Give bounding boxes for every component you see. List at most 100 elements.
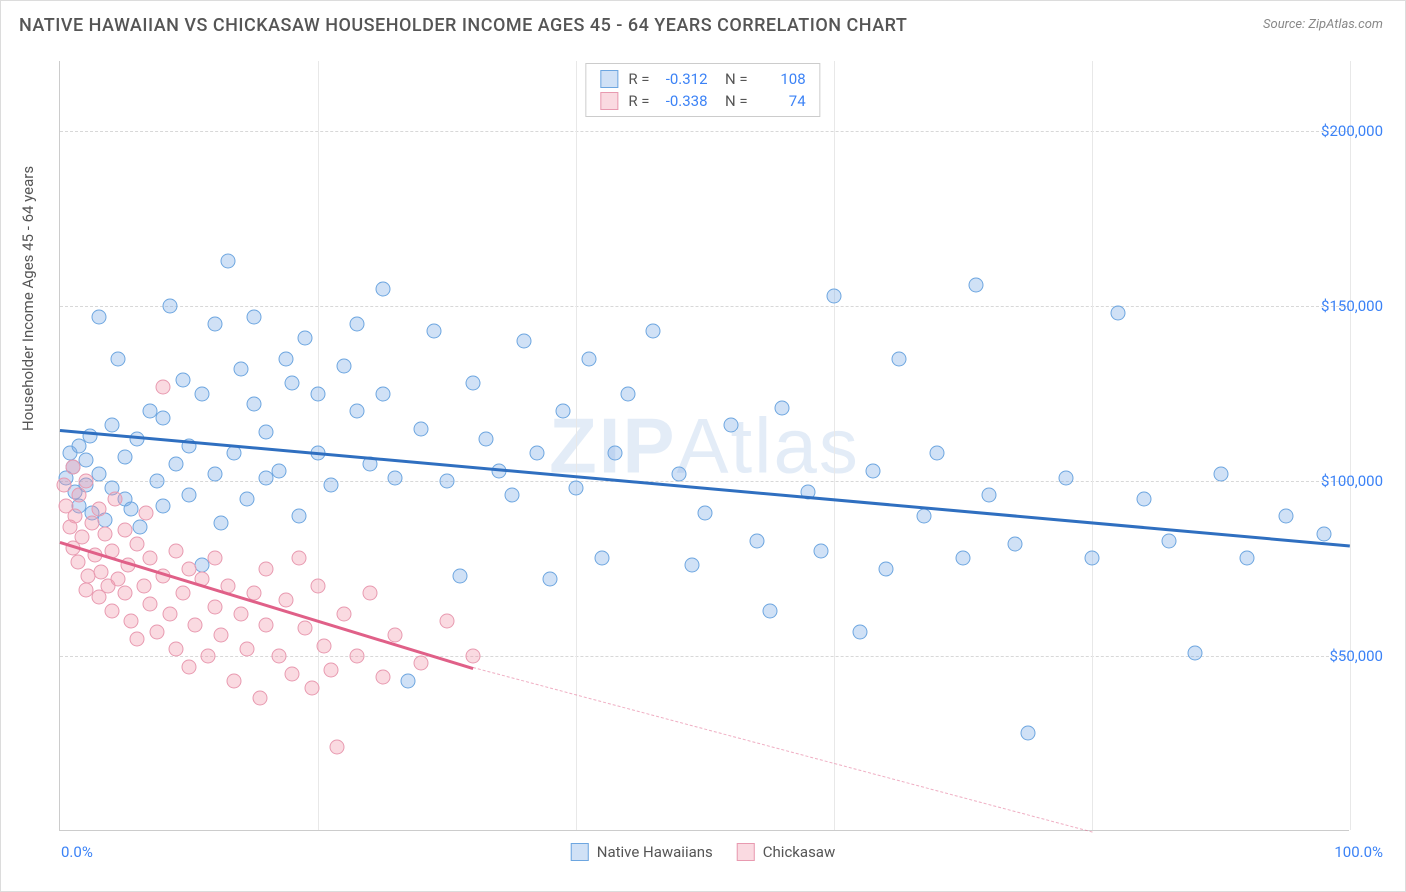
data-point xyxy=(323,663,338,678)
data-point xyxy=(349,404,364,419)
data-point xyxy=(865,463,880,478)
data-point xyxy=(1278,509,1293,524)
series-name: Chickasaw xyxy=(763,843,835,861)
data-point xyxy=(827,288,842,303)
data-point xyxy=(556,404,571,419)
data-point xyxy=(917,509,932,524)
data-point xyxy=(375,386,390,401)
data-point xyxy=(162,607,177,622)
n-value: 108 xyxy=(758,70,806,88)
data-point xyxy=(607,446,622,461)
r-value: -0.312 xyxy=(660,70,708,88)
data-point xyxy=(581,351,596,366)
data-point xyxy=(246,309,261,324)
data-point xyxy=(188,617,203,632)
swatch-icon xyxy=(571,843,589,861)
data-point xyxy=(259,617,274,632)
data-point xyxy=(1162,533,1177,548)
data-point xyxy=(65,460,80,475)
trend-line xyxy=(60,541,474,669)
data-point xyxy=(317,638,332,653)
gridline xyxy=(576,61,577,830)
data-point xyxy=(91,502,106,517)
data-point xyxy=(891,351,906,366)
data-point xyxy=(672,467,687,482)
data-point xyxy=(214,628,229,643)
data-point xyxy=(414,656,429,671)
n-value: 74 xyxy=(758,92,806,110)
gridline xyxy=(60,306,1349,307)
data-point xyxy=(74,530,89,545)
gridline xyxy=(1092,61,1093,830)
data-point xyxy=(233,607,248,622)
data-point xyxy=(227,673,242,688)
y-axis-label: Householder Income Ages 45 - 64 years xyxy=(19,166,37,431)
data-point xyxy=(646,323,661,338)
data-point xyxy=(775,400,790,415)
data-point xyxy=(388,470,403,485)
data-point xyxy=(56,477,71,492)
data-point xyxy=(207,600,222,615)
data-point xyxy=(685,558,700,573)
data-point xyxy=(440,474,455,489)
data-point xyxy=(272,649,287,664)
data-point xyxy=(336,607,351,622)
data-point xyxy=(132,519,147,534)
data-point xyxy=(311,579,326,594)
data-point xyxy=(517,334,532,349)
data-point xyxy=(1188,645,1203,660)
legend-item: Native Hawaiians xyxy=(571,843,713,861)
gridline xyxy=(60,481,1349,482)
data-point xyxy=(98,526,113,541)
data-point xyxy=(336,358,351,373)
data-point xyxy=(72,488,87,503)
data-point xyxy=(207,467,222,482)
data-point xyxy=(78,453,93,468)
swatch-icon xyxy=(600,92,618,110)
data-point xyxy=(68,509,83,524)
data-point xyxy=(620,386,635,401)
data-point xyxy=(878,561,893,576)
data-point xyxy=(311,386,326,401)
data-point xyxy=(530,446,545,461)
data-point xyxy=(139,505,154,520)
data-point xyxy=(452,568,467,583)
data-point xyxy=(388,628,403,643)
data-point xyxy=(698,505,713,520)
data-point xyxy=(182,488,197,503)
chart-title: NATIVE HAWAIIAN VS CHICKASAW HOUSEHOLDER… xyxy=(19,15,907,36)
plot-area: ZIPAtlas xyxy=(59,61,1349,831)
data-point xyxy=(169,456,184,471)
data-point xyxy=(182,659,197,674)
data-point xyxy=(71,554,86,569)
data-point xyxy=(207,316,222,331)
data-point xyxy=(94,565,109,580)
data-point xyxy=(130,432,145,447)
data-point xyxy=(259,425,274,440)
x-tick-max: 100.0% xyxy=(1334,843,1383,861)
data-point xyxy=(156,411,171,426)
y-tick-label: $50,000 xyxy=(1329,647,1383,665)
data-point xyxy=(130,631,145,646)
data-point xyxy=(1136,491,1151,506)
r-label: R = xyxy=(628,70,649,88)
data-point xyxy=(723,418,738,433)
data-point xyxy=(1085,551,1100,566)
data-point xyxy=(330,740,345,755)
data-point xyxy=(427,323,442,338)
data-point xyxy=(465,649,480,664)
data-point xyxy=(762,603,777,618)
data-point xyxy=(117,523,132,538)
data-point xyxy=(1214,467,1229,482)
data-point xyxy=(594,551,609,566)
data-point xyxy=(401,673,416,688)
data-point xyxy=(169,544,184,559)
data-point xyxy=(130,537,145,552)
gridline xyxy=(1350,61,1351,830)
x-tick-min: 0.0% xyxy=(61,843,93,861)
n-label: N = xyxy=(718,92,748,110)
series-name: Native Hawaiians xyxy=(597,843,713,861)
data-point xyxy=(852,624,867,639)
correlation-legend: R = -0.312 N = 108 R = -0.338 N = 74 xyxy=(585,63,820,117)
data-point xyxy=(104,418,119,433)
